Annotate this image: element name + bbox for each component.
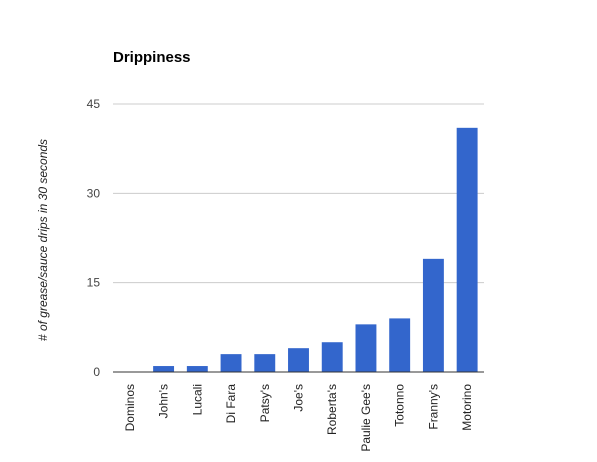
bar-lucali [186, 366, 208, 372]
bars [153, 127, 478, 372]
x-category-label: Totonno [393, 384, 407, 427]
bar-di-fara [220, 354, 242, 372]
x-category-label: Patsy's [258, 384, 272, 422]
y-tick-label: 0 [93, 365, 100, 379]
bar-paulie-gee-s [355, 324, 377, 372]
bar-john-s [153, 366, 175, 372]
x-category-label: Paulie Gee's [359, 384, 373, 452]
bar-totonno [389, 318, 411, 372]
x-category-label: Franny's [426, 384, 440, 430]
x-category-label: Motorino [460, 384, 474, 431]
bar-joe-s [288, 348, 309, 372]
bar-franny-s [422, 258, 444, 372]
x-axis-categories: Dominos John's Lucali Di Fara Patsy's Joe's Ro… [123, 384, 474, 452]
gridlines [113, 103, 484, 284]
x-category-label: Lucali [190, 384, 204, 415]
bar-roberta-s [321, 342, 343, 372]
y-axis-label: # of grease/sauce drips in 30 seconds [36, 139, 50, 341]
x-category-label: Dominos [123, 384, 137, 431]
chart-title: Drippiness [113, 49, 191, 66]
x-category-label: Joe's [292, 384, 306, 412]
y-tick-label: 45 [87, 97, 101, 111]
y-tick-label: 15 [87, 276, 101, 290]
bar-patsy-s [254, 354, 276, 372]
x-category-label: John's [157, 384, 171, 418]
bar-motorino [456, 127, 478, 372]
y-axis-ticks: 0 15 30 45 [87, 97, 101, 379]
x-category-label: Roberta's [325, 384, 339, 435]
y-tick-label: 30 [87, 186, 101, 200]
x-category-label: Di Fara [224, 384, 238, 424]
